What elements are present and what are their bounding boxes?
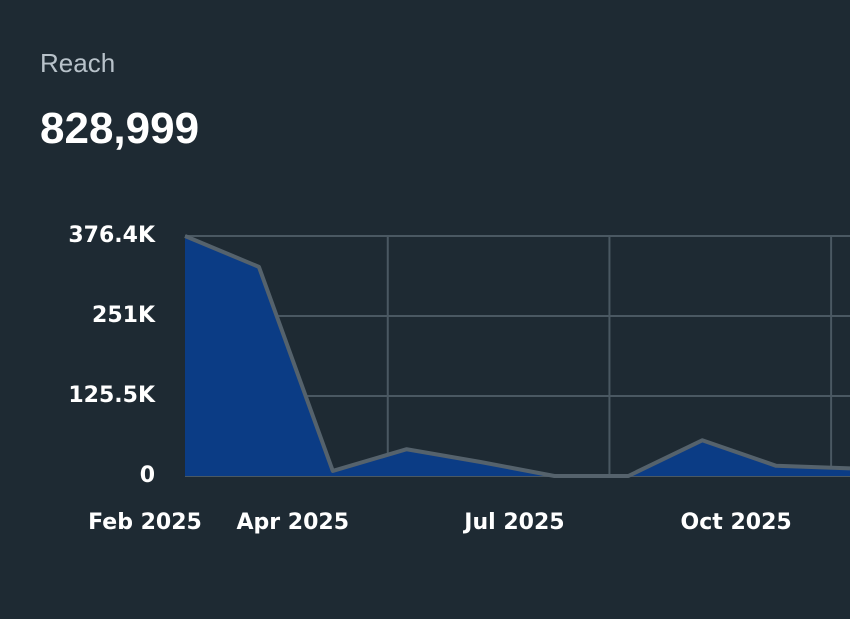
- y-tick-label: 251K: [92, 303, 156, 328]
- x-tick-label: Jul 2025: [462, 510, 564, 535]
- y-tick-label: 0: [140, 463, 155, 488]
- metric-label: Reach: [40, 48, 116, 78]
- x-tick-label: Oct 2025: [681, 510, 792, 535]
- area: [185, 236, 850, 476]
- x-tick-label: Apr 2025: [237, 510, 350, 535]
- line: [184, 234, 850, 478]
- x-tick-label: Feb 2025: [88, 510, 202, 535]
- y-tick-label: 376.4K: [68, 223, 156, 248]
- metric-total: 828,999: [40, 104, 200, 153]
- y-tick-label: 125.5K: [68, 383, 156, 408]
